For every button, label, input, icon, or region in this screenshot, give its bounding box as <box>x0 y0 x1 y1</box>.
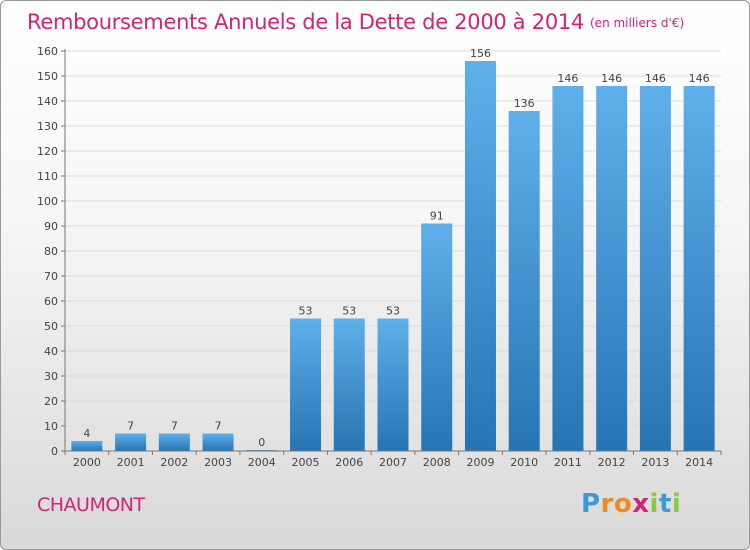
x-tick-label: 2013 <box>641 456 669 469</box>
x-tick-label: 2007 <box>379 456 407 469</box>
bar <box>202 433 234 451</box>
data-label: 146 <box>557 72 578 85</box>
data-label: 53 <box>386 305 400 318</box>
x-tick-label: 2004 <box>248 456 276 469</box>
chart-title: Remboursements Annuels de la Dette de 20… <box>27 10 584 34</box>
x-tick-label: 2014 <box>685 456 713 469</box>
x-tick-label: 2000 <box>73 456 101 469</box>
data-label: 4 <box>83 427 90 440</box>
y-tick-label: 130 <box>37 120 58 133</box>
logo-letter: o <box>613 489 633 519</box>
bar <box>333 318 365 451</box>
x-axis-ticks: 2000 2001 2002 2003 2004 2005 2006 2007 2008 2009… <box>64 451 722 469</box>
x-tick-label: 2005 <box>292 456 320 469</box>
data-label: 53 <box>342 305 356 318</box>
y-tick-label: 20 <box>44 395 58 408</box>
logo-letter: i <box>649 489 659 519</box>
bar <box>377 318 409 451</box>
data-label: 7 <box>127 420 134 433</box>
data-label: 156 <box>470 47 491 60</box>
x-tick-label: 2009 <box>466 456 494 469</box>
bar <box>464 61 496 451</box>
y-tick-label: 40 <box>44 345 58 358</box>
y-tick-label: 90 <box>44 220 58 233</box>
logo-letter: i <box>671 489 682 519</box>
data-label: 53 <box>299 305 313 318</box>
y-tick-label: 60 <box>44 295 58 308</box>
place-name: CHAUMONT <box>37 494 145 516</box>
y-tick-label: 140 <box>37 95 58 108</box>
y-tick-label: 0 <box>51 445 58 458</box>
x-tick-label: 2012 <box>598 456 626 469</box>
logo-letter: P <box>581 489 601 519</box>
bars <box>71 61 715 451</box>
data-labels: 4 7 7 7 0 53 53 53 91 156 136 146 146 146 146 <box>83 47 709 449</box>
logo-letter: r <box>600 489 614 519</box>
data-label: 136 <box>514 97 535 110</box>
x-tick-label: 2002 <box>160 456 188 469</box>
bar <box>683 86 715 451</box>
x-tick-label: 2006 <box>335 456 363 469</box>
bar <box>71 441 103 451</box>
bar <box>115 433 147 451</box>
proxiti-logo: Proxiti <box>581 489 681 519</box>
bar <box>508 111 540 451</box>
y-tick-label: 110 <box>37 170 58 183</box>
data-label: 146 <box>601 72 622 85</box>
y-tick-label: 10 <box>44 420 58 433</box>
y-tick-label: 100 <box>37 195 58 208</box>
y-tick-label: 80 <box>44 245 58 258</box>
title-line: Remboursements Annuels de la Dette de 20… <box>27 10 684 34</box>
chart-subtitle: (en milliers d'€) <box>590 16 685 30</box>
data-label: 0 <box>258 436 265 449</box>
x-tick-label: 2010 <box>510 456 538 469</box>
data-label: 91 <box>430 210 444 223</box>
x-tick-label: 2008 <box>423 456 451 469</box>
data-label: 7 <box>215 420 222 433</box>
x-tick-label: 2001 <box>117 456 145 469</box>
y-tick-label: 150 <box>37 70 58 83</box>
x-tick-label: 2003 <box>204 456 232 469</box>
logo-letter: t <box>658 489 672 519</box>
y-tick-label: 30 <box>44 370 58 383</box>
bar <box>158 433 190 451</box>
data-label: 7 <box>171 420 178 433</box>
bar <box>552 86 584 451</box>
bar <box>639 86 671 451</box>
y-tick-label: 120 <box>37 145 58 158</box>
bar <box>290 318 322 451</box>
logo-letter: x <box>632 489 650 519</box>
bar <box>421 223 453 451</box>
y-tick-label: 70 <box>44 270 58 283</box>
bar <box>596 86 628 451</box>
x-tick-label: 2011 <box>554 456 582 469</box>
y-tick-label: 50 <box>44 320 58 333</box>
y-tick-label: 160 <box>37 45 58 58</box>
data-label: 146 <box>689 72 710 85</box>
axes <box>64 49 721 452</box>
data-label: 146 <box>645 72 666 85</box>
y-axis-ticks: 0 10 20 30 40 50 60 70 80 90 100 110 120 130 140 150 160 <box>37 45 65 458</box>
